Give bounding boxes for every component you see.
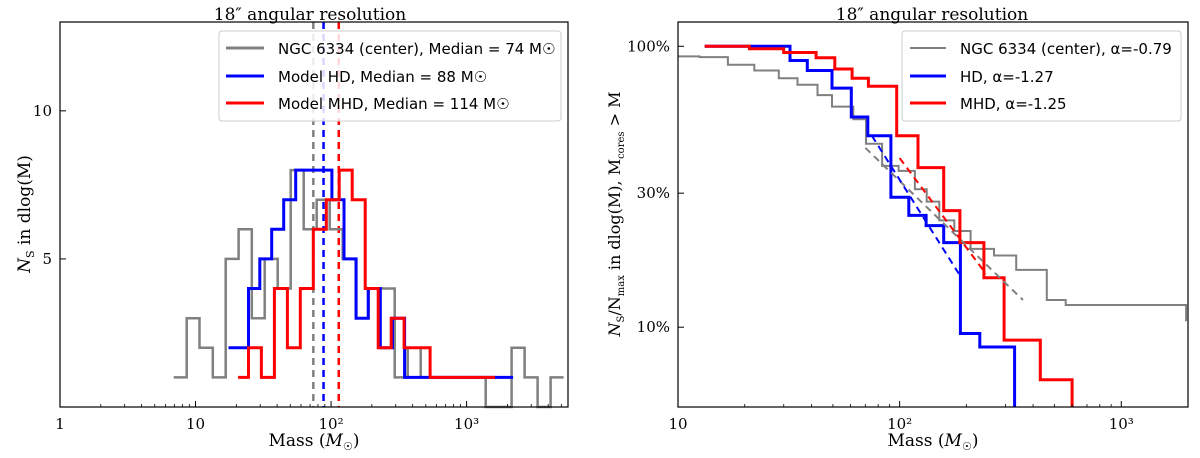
left-y-ticks: 5 10 [33, 102, 66, 268]
left-y-tick-label-1: 10 [33, 102, 52, 120]
right-y-axis-label: NS/Nmax in dlog(M), Mcores > M [605, 91, 627, 337]
left-chart-title: 18″ angular resolution [214, 5, 406, 25]
fit-line-1 [871, 135, 960, 275]
right-plot-area [678, 44, 1188, 407]
left-plot-frame [59, 21, 569, 408]
left-legend: NGC 6334 (center), Median = 74 M☉ Model … [218, 30, 562, 122]
left-x-ticks: 1 10 10² 10³ [55, 401, 562, 433]
right-legend-label-hd: HD, α=-1.27 [960, 68, 1054, 86]
right-y-tick-label-2: 100% [627, 37, 670, 55]
right-y-ticks: 10% 30% 100% [627, 37, 684, 336]
left-x-tick-label-2: 10² [319, 415, 344, 433]
right-series-0 [678, 55, 1188, 322]
right-legend-label-mhd: MHD, α=-1.25 [960, 95, 1067, 113]
left-x-tick-label-3: 10³ [454, 415, 479, 433]
right-y-tick-label-1: 30% [637, 184, 670, 202]
right-chart-title: 18″ angular resolution [836, 5, 1028, 25]
fit-line-2 [898, 157, 987, 275]
right-x-tick-label-1: 10² [887, 415, 912, 433]
left-y-tick-label-0: 5 [42, 250, 52, 268]
right-x-tick-label-2: 10³ [1109, 415, 1134, 433]
left-legend-box [218, 30, 562, 122]
right-series-2 [704, 44, 1074, 407]
left-series-2 [238, 168, 495, 379]
right-x-ticks: 10 10² 10³ [668, 401, 1189, 433]
right-chart: 18″ angular resolution 10 10² 10³ 10%30%10… [605, 5, 1189, 453]
left-series-1 [228, 168, 514, 379]
left-x-axis-label: Mass (M☉) [269, 431, 360, 453]
fit-line-0 [864, 147, 1024, 301]
right-legend-box [901, 30, 1182, 122]
left-x-tick-label-1: 10 [186, 415, 205, 433]
right-legend-label-ngc: NGC 6334 (center), α=-0.79 [960, 40, 1172, 58]
right-x-axis-label: Mass (M☉) [888, 431, 979, 453]
right-plot-frame [677, 21, 1189, 408]
right-legend: NGC 6334 (center), α=-0.79 HD, α=-1.27 M… [901, 30, 1182, 122]
left-chart: 18″ angular resolution 1 10 10² 10³ 5 10 Mas… [15, 5, 569, 453]
right-y-tick-label-0: 10% [637, 318, 670, 336]
left-y-axis-label: NS in dlog(M) [15, 155, 37, 274]
left-legend-label-ngc: NGC 6334 (center), Median = 74 M☉ [278, 40, 555, 58]
left-legend-label-hd: Model HD, Median = 88 M☉ [278, 68, 487, 86]
right-x-tick-label-0: 10 [668, 415, 687, 433]
left-legend-label-mhd: Model MHD, Median = 114 M☉ [278, 95, 510, 113]
left-x-tick-label-0: 1 [55, 415, 65, 433]
